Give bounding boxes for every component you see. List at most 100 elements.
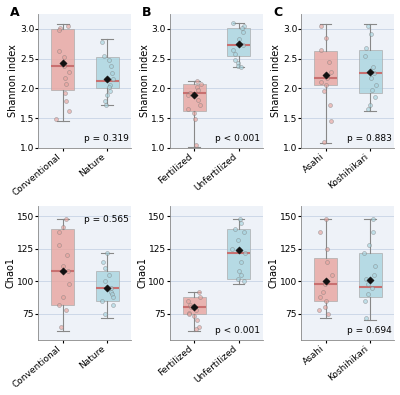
- Point: [371, 70, 377, 77]
- Point: [102, 311, 108, 317]
- Point: [195, 97, 202, 103]
- Point: [56, 48, 62, 55]
- Point: [56, 242, 62, 248]
- Point: [360, 250, 367, 256]
- Point: [364, 23, 371, 29]
- Point: [55, 27, 62, 33]
- Point: [236, 268, 242, 274]
- Point: [60, 224, 66, 230]
- Point: [63, 81, 69, 87]
- Point: [324, 74, 330, 81]
- Point: [241, 278, 248, 284]
- Point: [373, 82, 380, 88]
- Text: p = 0.565: p = 0.565: [84, 215, 129, 224]
- Point: [60, 54, 67, 60]
- Point: [362, 276, 369, 282]
- Point: [194, 317, 200, 324]
- Point: [230, 47, 236, 53]
- Point: [238, 24, 245, 31]
- Point: [60, 60, 66, 66]
- Point: [367, 102, 373, 108]
- Point: [62, 307, 69, 313]
- PathPatch shape: [96, 271, 119, 301]
- Point: [238, 64, 244, 71]
- Point: [192, 142, 199, 148]
- Point: [60, 294, 66, 300]
- Point: [107, 82, 113, 88]
- Point: [53, 116, 60, 122]
- Text: p = 0.319: p = 0.319: [84, 134, 129, 143]
- Point: [322, 278, 329, 284]
- Text: B: B: [142, 6, 152, 19]
- Point: [187, 90, 193, 96]
- Point: [235, 36, 242, 43]
- Point: [110, 76, 116, 83]
- Point: [66, 108, 72, 114]
- Text: p < 0.001: p < 0.001: [215, 325, 260, 335]
- Point: [241, 23, 247, 29]
- Y-axis label: Chao1: Chao1: [137, 258, 147, 288]
- Point: [66, 281, 72, 287]
- Point: [60, 263, 66, 269]
- Point: [321, 281, 328, 287]
- Point: [242, 250, 248, 256]
- PathPatch shape: [358, 253, 382, 297]
- Point: [324, 259, 330, 265]
- Point: [363, 45, 369, 51]
- Point: [235, 276, 242, 282]
- Text: A: A: [10, 6, 20, 19]
- Point: [56, 229, 62, 235]
- Point: [193, 307, 199, 313]
- Point: [66, 68, 72, 75]
- Point: [57, 24, 64, 31]
- Text: p = 0.694: p = 0.694: [347, 325, 392, 335]
- Point: [235, 62, 241, 69]
- Point: [193, 326, 199, 333]
- Point: [61, 62, 67, 69]
- Point: [372, 263, 379, 269]
- Point: [196, 102, 203, 108]
- Y-axis label: Shannon index: Shannon index: [271, 45, 281, 117]
- PathPatch shape: [314, 258, 337, 301]
- Point: [101, 53, 108, 59]
- Point: [62, 216, 69, 222]
- Point: [240, 42, 246, 49]
- Point: [322, 298, 329, 304]
- Point: [322, 304, 328, 310]
- Point: [195, 289, 202, 295]
- Point: [191, 116, 198, 122]
- Point: [102, 98, 108, 105]
- Point: [367, 68, 373, 75]
- Point: [229, 246, 235, 252]
- Point: [62, 74, 68, 81]
- PathPatch shape: [51, 29, 74, 90]
- Point: [238, 272, 244, 278]
- Point: [237, 259, 244, 265]
- Point: [108, 285, 114, 291]
- Point: [319, 289, 326, 295]
- Point: [372, 94, 378, 100]
- Point: [193, 84, 200, 90]
- Point: [65, 23, 72, 29]
- Point: [198, 81, 204, 87]
- PathPatch shape: [96, 57, 119, 88]
- Point: [230, 20, 236, 26]
- Point: [317, 294, 324, 300]
- Point: [102, 278, 108, 284]
- Point: [318, 79, 324, 86]
- Point: [240, 28, 246, 35]
- Y-axis label: Chao1: Chao1: [268, 258, 278, 288]
- Point: [323, 34, 329, 41]
- Point: [104, 76, 110, 83]
- Point: [327, 102, 334, 108]
- Point: [328, 68, 335, 75]
- Point: [367, 277, 373, 283]
- Point: [104, 250, 110, 256]
- Point: [316, 307, 323, 313]
- Point: [188, 304, 195, 310]
- PathPatch shape: [358, 50, 382, 93]
- Point: [235, 40, 242, 47]
- Point: [108, 62, 114, 69]
- Point: [108, 291, 115, 297]
- Point: [362, 53, 368, 59]
